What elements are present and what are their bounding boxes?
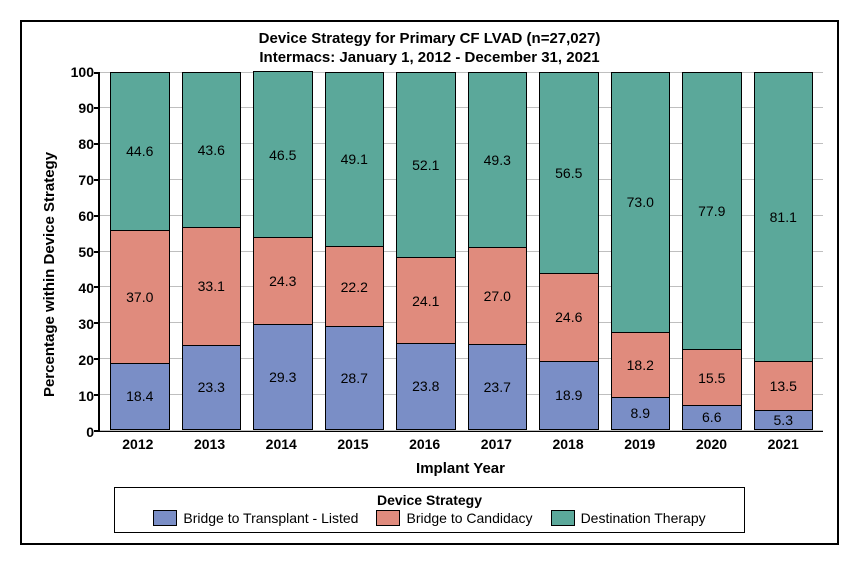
y-tick: 80 <box>78 136 94 152</box>
bar-segment: 37.0 <box>110 231 170 363</box>
y-tick: 10 <box>78 388 94 404</box>
y-tick: 100 <box>71 64 94 80</box>
y-tick: 50 <box>78 244 94 260</box>
legend-swatch <box>376 510 400 526</box>
x-tick: 2018 <box>538 436 598 452</box>
legend-item: Bridge to Candidacy <box>376 510 532 526</box>
legend-item: Destination Therapy <box>551 510 706 526</box>
chart-title: Device Strategy for Primary CF LVAD (n=2… <box>36 30 823 68</box>
bar-segment: 8.9 <box>611 398 671 430</box>
bar-segment: 24.1 <box>396 258 456 344</box>
y-tick: 60 <box>78 208 94 224</box>
bar-segment: 23.7 <box>468 345 528 430</box>
y-tick: 0 <box>86 424 94 440</box>
bar-segment: 43.6 <box>182 72 242 228</box>
y-axis-label: Percentage within Device Strategy <box>42 151 59 396</box>
x-tick: 2012 <box>108 436 168 452</box>
bar: 44.637.018.4 <box>110 72 170 430</box>
gridline <box>100 430 823 431</box>
bar: 73.018.28.9 <box>611 72 671 430</box>
legend-label: Destination Therapy <box>581 510 706 526</box>
bar-segment: 27.0 <box>468 248 528 345</box>
bar-segment: 52.1 <box>396 72 456 259</box>
bar-segment: 24.3 <box>253 238 313 325</box>
bar: 81.113.55.3 <box>754 72 814 430</box>
bar-segment: 49.3 <box>468 72 528 248</box>
x-tick: 2021 <box>753 436 813 452</box>
bar-segment: 28.7 <box>325 327 385 430</box>
bar-segment: 18.9 <box>539 362 599 430</box>
bar-segment: 23.8 <box>396 344 456 429</box>
bar-segment: 5.3 <box>754 411 814 430</box>
legend-label: Bridge to Candidacy <box>406 510 532 526</box>
title-line-1: Device Strategy for Primary CF LVAD (n=2… <box>36 30 823 49</box>
y-tick: 40 <box>78 280 94 296</box>
bar-segment: 6.6 <box>682 406 742 430</box>
legend-item: Bridge to Transplant - Listed <box>153 510 358 526</box>
x-tick: 2014 <box>251 436 311 452</box>
bar-segment: 22.2 <box>325 247 385 326</box>
x-tick: 2015 <box>323 436 383 452</box>
legend: Device Strategy Bridge to Transplant - L… <box>114 487 746 533</box>
bar-segment: 13.5 <box>754 362 814 410</box>
bar-segment: 23.3 <box>182 346 242 429</box>
x-axis-label: Implant Year <box>98 460 823 477</box>
x-tick: 2019 <box>610 436 670 452</box>
bar-segment: 29.3 <box>253 325 313 430</box>
bar: 43.633.123.3 <box>182 72 242 430</box>
y-axis-label-col: Percentage within Device Strategy <box>36 72 64 477</box>
plot-wrap: 44.637.018.443.633.123.346.524.329.349.1… <box>98 72 823 477</box>
bar: 56.524.618.9 <box>539 72 599 430</box>
bar: 49.122.228.7 <box>325 72 385 430</box>
x-tick: 2016 <box>395 436 455 452</box>
bar-segment: 44.6 <box>110 72 170 232</box>
bar-segment: 77.9 <box>682 72 742 351</box>
x-tick: 2017 <box>467 436 527 452</box>
x-axis-ticks: 2012 2013 2014 2015 2016 2017 2018 2019 2020 2021 <box>98 432 823 452</box>
bar-segment: 18.4 <box>110 364 170 430</box>
bar-segment: 18.2 <box>611 333 671 398</box>
chart-body: Percentage within Device Strategy 0 10 20 3… <box>36 72 823 477</box>
x-tick: 2020 <box>682 436 742 452</box>
bars-container: 44.637.018.443.633.123.346.524.329.349.1… <box>110 72 813 430</box>
bar-segment: 33.1 <box>182 228 242 346</box>
y-tick: 70 <box>78 172 94 188</box>
figure-frame: Device Strategy for Primary CF LVAD (n=2… <box>20 20 839 545</box>
bar-segment: 49.1 <box>325 72 385 248</box>
legend-items: Bridge to Transplant - Listed Bridge to C… <box>123 510 737 526</box>
x-tick: 2013 <box>180 436 240 452</box>
bar-segment: 56.5 <box>539 72 599 274</box>
bar-segment: 24.6 <box>539 274 599 362</box>
bar: 49.327.023.7 <box>468 72 528 430</box>
bar: 46.524.329.3 <box>253 72 313 430</box>
y-tick: 30 <box>78 316 94 332</box>
legend-title: Device Strategy <box>123 492 737 508</box>
y-tick: 90 <box>78 100 94 116</box>
y-tick: 20 <box>78 352 94 368</box>
bar-segment: 46.5 <box>253 71 313 237</box>
legend-label: Bridge to Transplant - Listed <box>183 510 358 526</box>
legend-swatch <box>551 510 575 526</box>
bar-segment: 73.0 <box>611 72 671 333</box>
y-axis-ticks: 0102030405060708090100 <box>64 72 98 432</box>
legend-swatch <box>153 510 177 526</box>
bar-segment: 81.1 <box>754 72 814 362</box>
plot-area: 44.637.018.443.633.123.346.524.329.349.1… <box>98 72 823 432</box>
bar: 77.915.56.6 <box>682 72 742 430</box>
title-line-2: Intermacs: January 1, 2012 - December 31… <box>36 49 823 68</box>
bar-segment: 15.5 <box>682 350 742 405</box>
bar: 52.124.123.8 <box>396 72 456 430</box>
